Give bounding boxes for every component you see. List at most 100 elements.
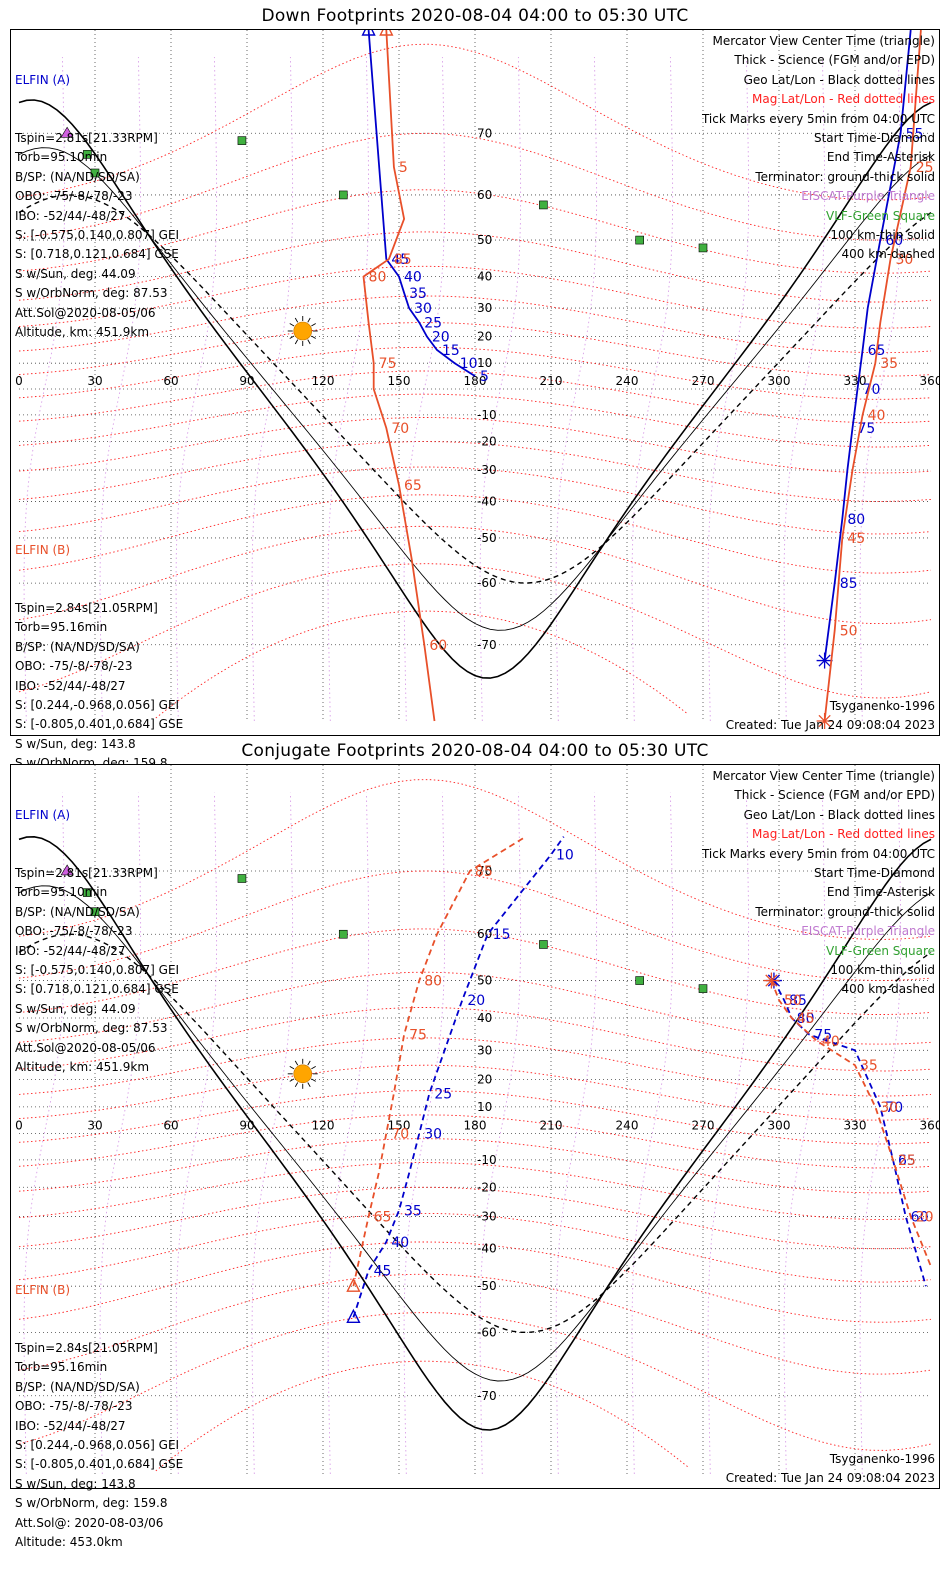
tick-mark-label: 10: [460, 356, 478, 372]
end-time-asterisk-icon: [818, 714, 831, 728]
mag-latitude-line: [18, 1064, 932, 1121]
terminator-ground: [18, 99, 932, 679]
mag-latitude-line: [18, 265, 932, 329]
end-time-asterisk-icon: [765, 974, 778, 987]
y-tick-label: 70: [477, 126, 492, 140]
tick-mark-label: 35: [404, 1203, 422, 1219]
mag-meridian-line: [783, 792, 826, 1475]
info-line: Att.Sol@2020-08-05/06: [15, 305, 156, 320]
info-line: OBO: -75/-8/-78/-23: [15, 659, 133, 674]
tick-mark-label: 50: [840, 623, 858, 639]
footprint-track: [823, 30, 912, 661]
info-line: Altitude, km: 451.9km: [15, 325, 150, 340]
sun-ray: [294, 339, 299, 345]
footprint-track: [362, 30, 436, 722]
mag-latitude-line: [18, 971, 932, 1045]
info-line: S: [-0.575,0.140,0.807] GEI: [15, 963, 180, 978]
info-line: S w/Sun, deg: 143.8: [15, 1476, 136, 1491]
footprint-track: [823, 30, 922, 722]
footprint-track: [352, 836, 565, 1318]
eiscat-triangle-icon: [60, 126, 74, 138]
tick-mark-label: 45: [374, 1263, 392, 1279]
y-tick-label: 50: [477, 233, 492, 247]
legend-entry: Geo Lat/Lon - Black dotted lines: [743, 807, 935, 822]
sun-ray: [307, 1082, 311, 1088]
y-tick-label: -70: [477, 638, 497, 652]
tick-mark-label: 35: [880, 356, 898, 372]
y-tick-label: 40: [477, 1011, 492, 1025]
tick-mark-label: 75: [857, 421, 875, 437]
mag-latitude-line: [18, 1037, 932, 1097]
y-tick-label: -30: [477, 1209, 497, 1223]
end-time-asterisk-icon: [818, 654, 831, 667]
tick-mark-label: 5: [480, 369, 489, 385]
sun-ray: [311, 1078, 316, 1082]
y-tick-label: 10: [477, 1100, 492, 1114]
info-line: IBO: -52/44/-48/27: [15, 208, 126, 223]
footprint-track: [367, 30, 476, 377]
info-line: S: [0.244,-0.968,0.056] GEI: [15, 698, 180, 713]
info-line: S w/Sun, deg: 44.09: [15, 1001, 136, 1016]
tick-mark-label: 85: [840, 576, 858, 592]
tick-mark-label: 65: [374, 1209, 392, 1225]
y-tick-label: -20: [477, 435, 497, 449]
tick-mark-label: 75: [814, 1028, 832, 1044]
info-line: B/SP: (NA/ND/SD/SA): [15, 169, 140, 184]
mag-latitude-line: [18, 370, 932, 424]
tick-mark-label: 75: [409, 1028, 427, 1044]
mag-meridian-line: [327, 56, 370, 722]
tick-mark-label: 70: [885, 1100, 903, 1116]
legend-entry: 100 km-thin solid: [830, 963, 935, 978]
vlf-square-icon: [338, 190, 348, 200]
terminator-100km: [18, 885, 932, 1382]
mag-meridian-line: [99, 56, 142, 722]
legend-entry: 400 km-dashed: [841, 982, 935, 997]
info-line: Torb=95.10min: [15, 150, 108, 165]
elfin-a-header: ELFIN (A): [15, 72, 71, 87]
elfin-b-header: ELFIN (B): [15, 1282, 71, 1297]
tick-mark-label: 40: [868, 408, 886, 424]
mag-latitude-line: [18, 525, 932, 625]
mag-latitude-line: [18, 1114, 932, 1169]
mag-latitude-line: [18, 132, 932, 241]
tick-mark-label: 60: [911, 1209, 929, 1225]
tick-mark-label: 80: [369, 270, 387, 286]
mag-latitude-line: [18, 494, 932, 574]
tick-mark-label: 30: [895, 252, 913, 268]
info-line: B/SP: (NA/ND/SD/SA): [15, 904, 140, 919]
tick-mark-label: 65: [404, 478, 422, 494]
sun-ray: [307, 339, 311, 345]
footprint-track: [352, 835, 527, 1287]
x-tick-label: 150: [388, 1118, 411, 1132]
tick-mark-label: 25: [434, 1086, 452, 1102]
info-line: S: [-0.805,0.401,0.684] GSE: [15, 1457, 184, 1472]
mag-latitude-line: [18, 1186, 932, 1250]
info-line: S w/Sun, deg: 44.09: [15, 266, 136, 281]
info-line: S: [0.718,0.121,0.684] GSE: [15, 247, 179, 262]
x-tick-label: 300: [768, 1118, 791, 1132]
panel-title-conjugate: Conjugate Footprints 2020-08-04 04:00 to…: [241, 741, 709, 761]
sun-ray: [289, 335, 295, 339]
info-line: S: [-0.805,0.401,0.684] GSE: [15, 717, 184, 732]
info-line: S: [0.244,-0.968,0.056] GEI: [15, 1438, 180, 1453]
tick-mark-label: 35: [409, 286, 427, 302]
y-tick-label: 40: [477, 270, 492, 284]
y-tick-label: -60: [477, 1325, 497, 1339]
x-tick-label: 30: [87, 374, 102, 388]
mag-latitude-line: [18, 417, 932, 474]
footprint-track: [773, 980, 927, 1287]
mag-latitude-line: [18, 295, 932, 354]
mag-meridian-line: [555, 56, 598, 722]
legend-entry: Terminator: ground-thick solid: [755, 904, 935, 919]
elfin-b-header: ELFIN (B): [15, 542, 71, 557]
tick-mark-label: 45: [797, 1011, 815, 1027]
info-line: Att.Sol@2020-08-05/06: [15, 1040, 156, 1055]
mag-latitude-line: [155, 1360, 689, 1472]
mag-latitude-line: [155, 610, 689, 719]
vlf-square-icon: [698, 243, 708, 253]
vlf-square-icon: [90, 907, 100, 917]
tick-mark-label: 30: [880, 1100, 898, 1116]
legend-entry: VLF-Green Square: [826, 208, 935, 223]
tick-mark-label: 40: [404, 270, 422, 286]
elfin-a-info: ELFIN (A) Tspin=2.81s[21.33RPM] Torb=95.1…: [15, 767, 179, 1116]
